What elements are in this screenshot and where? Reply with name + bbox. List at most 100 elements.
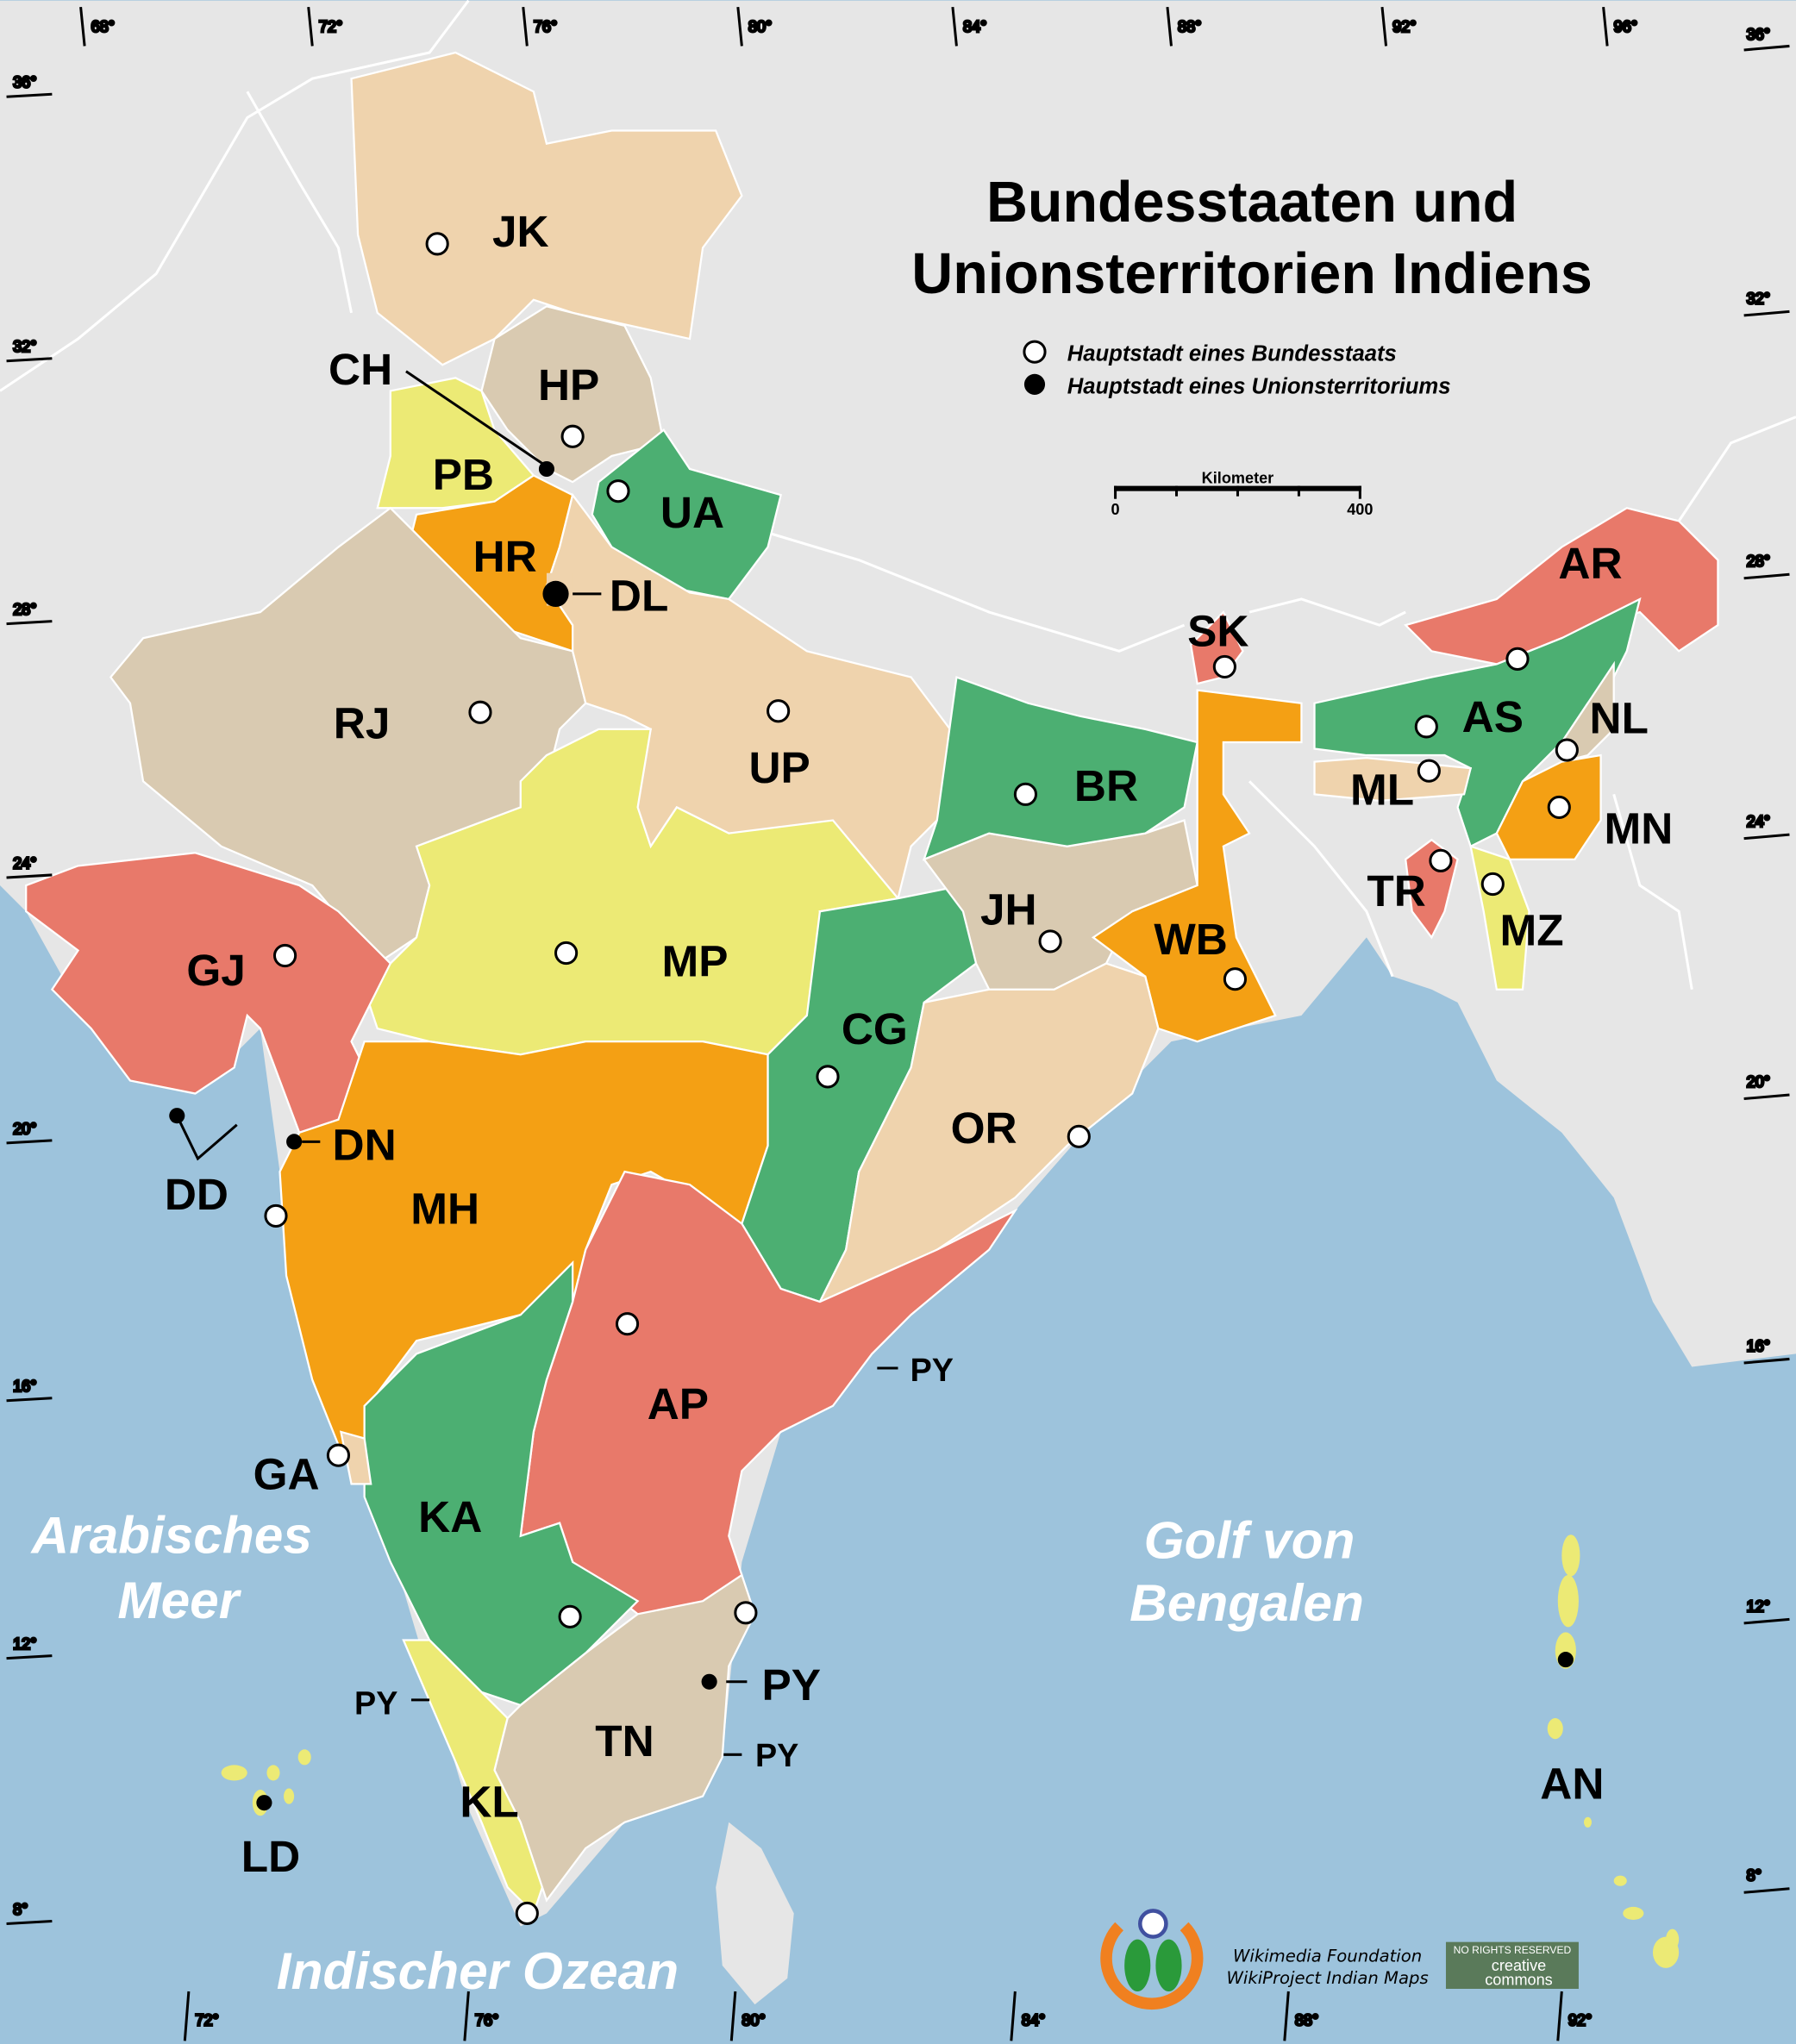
state-ga[interactable] <box>339 1430 372 1485</box>
state-label-nl: NL <box>1590 693 1649 742</box>
state-capital-marker[interactable] <box>425 232 449 256</box>
state-label-br: BR <box>1074 761 1138 810</box>
graticule-right-label: 16° <box>1747 1337 1770 1354</box>
scale-label: Kilometer <box>1202 470 1274 487</box>
graticule-left-label: 8° <box>13 1901 28 1918</box>
state-label-cg: CG <box>842 1004 908 1053</box>
legend-ut-capital-icon <box>1023 373 1046 395</box>
capitals-layer <box>169 232 1579 1926</box>
state-label-ar: AR <box>1558 539 1622 588</box>
state-capital-marker[interactable] <box>468 700 492 724</box>
sea-label-bengal-1: Golf von <box>1144 1510 1355 1569</box>
graticule-bottom-label: 76° <box>475 2011 498 2028</box>
state-label-sk: SK <box>1187 606 1248 655</box>
graticule-left-label: 16° <box>13 1378 36 1395</box>
state-label-wb: WB <box>1154 915 1228 964</box>
state-capital-marker[interactable] <box>272 943 297 968</box>
andaman-island <box>1623 1906 1644 1920</box>
andaman-island <box>1613 1875 1627 1886</box>
state-capital-marker[interactable] <box>1223 967 1248 991</box>
state-label-ga: GA <box>253 1449 320 1498</box>
state-tn[interactable] <box>493 1573 756 1903</box>
andaman-island <box>1561 1535 1580 1577</box>
state-capital-marker[interactable] <box>1547 795 1571 820</box>
graticule-bottom-label: 92° <box>1568 2011 1592 2028</box>
state-label-gj: GJ <box>186 946 245 995</box>
legend-state-capital-icon <box>1023 340 1047 364</box>
ut-capital-marker[interactable] <box>1557 1652 1574 1668</box>
graticule-top-label: 68° <box>91 18 115 35</box>
state-br[interactable] <box>922 675 1198 861</box>
state-label-tr: TR <box>1367 866 1425 916</box>
state-label-mh: MH <box>410 1184 479 1233</box>
state-capital-marker[interactable] <box>1480 872 1505 897</box>
state-capital-marker[interactable] <box>1038 929 1062 953</box>
state-wb[interactable] <box>1091 689 1303 1043</box>
ut-capital-marker[interactable] <box>286 1134 303 1150</box>
state-label-rj: RJ <box>334 698 391 747</box>
sea-label-bengal-2: Bengalen <box>1130 1573 1364 1632</box>
state-label-pb: PB <box>433 450 494 499</box>
state-capital-marker[interactable] <box>515 1901 539 1926</box>
state-capital-marker[interactable] <box>560 424 585 448</box>
py-enclave-label: PY <box>354 1685 397 1722</box>
state-ka[interactable] <box>363 1260 640 1707</box>
state-capital-marker[interactable] <box>1414 715 1438 739</box>
state-capital-marker[interactable] <box>606 479 630 503</box>
state-label-ua: UA <box>660 488 724 537</box>
scale-min: 0 <box>1111 501 1120 518</box>
legend-state-capital: Hauptstadt eines Bundesstaats <box>1067 342 1397 366</box>
graticule-top-label: 92° <box>1392 18 1416 35</box>
state-ua[interactable] <box>591 428 783 601</box>
wikiproject-logo <box>1100 1909 1204 2010</box>
andaman-island <box>1557 1575 1579 1628</box>
neighbour-borders <box>0 0 1796 991</box>
state-capital-marker[interactable] <box>326 1443 351 1467</box>
sea-label-indian-ocean: Indischer Ozean <box>277 1941 679 2000</box>
cc-line2: commons <box>1485 1971 1553 1988</box>
state-capital-marker[interactable] <box>816 1065 840 1089</box>
state-capital-marker[interactable] <box>1067 1124 1091 1148</box>
graticule-top-label: 72° <box>319 18 342 35</box>
state-capital-marker[interactable] <box>615 1312 640 1336</box>
state-capital-marker[interactable] <box>554 941 579 966</box>
state-label-or: OR <box>951 1103 1017 1153</box>
state-jk[interactable] <box>350 51 743 366</box>
territory-label-py: PY <box>762 1660 821 1710</box>
creative-commons-badge: NO RIGHTS RESERVED creative commons <box>1445 1941 1579 1989</box>
graticule-right-label: 20° <box>1747 1073 1770 1091</box>
lakshadweep-island <box>297 1749 311 1766</box>
ut-capital-marker[interactable] <box>701 1673 717 1690</box>
graticule-right-label: 12° <box>1747 1597 1770 1615</box>
state-label-ka: KA <box>418 1492 482 1541</box>
state-label-kl: KL <box>460 1778 518 1827</box>
state-or[interactable] <box>818 962 1160 1303</box>
state-capital-marker[interactable] <box>264 1203 288 1228</box>
credit-line1: Wikimedia Foundation <box>1233 1946 1422 1966</box>
graticule-right-label: 8° <box>1747 1867 1762 1885</box>
graticule-top-label: 96° <box>1614 18 1637 35</box>
graticule-top-label: 88° <box>1178 18 1201 35</box>
state-capital-marker[interactable] <box>1505 647 1530 671</box>
state-label-mn: MN <box>1604 804 1673 853</box>
state-capital-marker[interactable] <box>1417 759 1441 783</box>
state-capital-marker[interactable] <box>1013 782 1038 806</box>
state-capital-marker[interactable] <box>1429 848 1453 872</box>
sea-label-arabian-2: Meer <box>117 1571 241 1629</box>
ut-capital-marker[interactable] <box>542 580 569 607</box>
sri-lanka <box>716 1822 794 2005</box>
state-label-ap: AP <box>648 1379 709 1428</box>
py-enclave-label: PY <box>911 1352 954 1388</box>
state-capital-marker[interactable] <box>767 699 791 723</box>
cc-line1: creative <box>1492 1957 1546 1974</box>
state-capital-marker[interactable] <box>1555 738 1579 762</box>
state-capital-marker[interactable] <box>1212 654 1236 679</box>
state-capital-marker[interactable] <box>734 1601 758 1625</box>
ut-capital-marker[interactable] <box>256 1795 272 1811</box>
ticks: 68° 72° 76° 80° 84° 88° 92° 96° 36° 72° 76° 80° 84° 8… <box>6 7 1790 2041</box>
state-capital-marker[interactable] <box>558 1604 582 1628</box>
map-title-line2: Unionsterritorien Indiens <box>911 242 1593 306</box>
state-label-ml: ML <box>1350 765 1414 814</box>
state-hp[interactable] <box>480 305 666 484</box>
andaman-island <box>1666 1928 1680 1950</box>
